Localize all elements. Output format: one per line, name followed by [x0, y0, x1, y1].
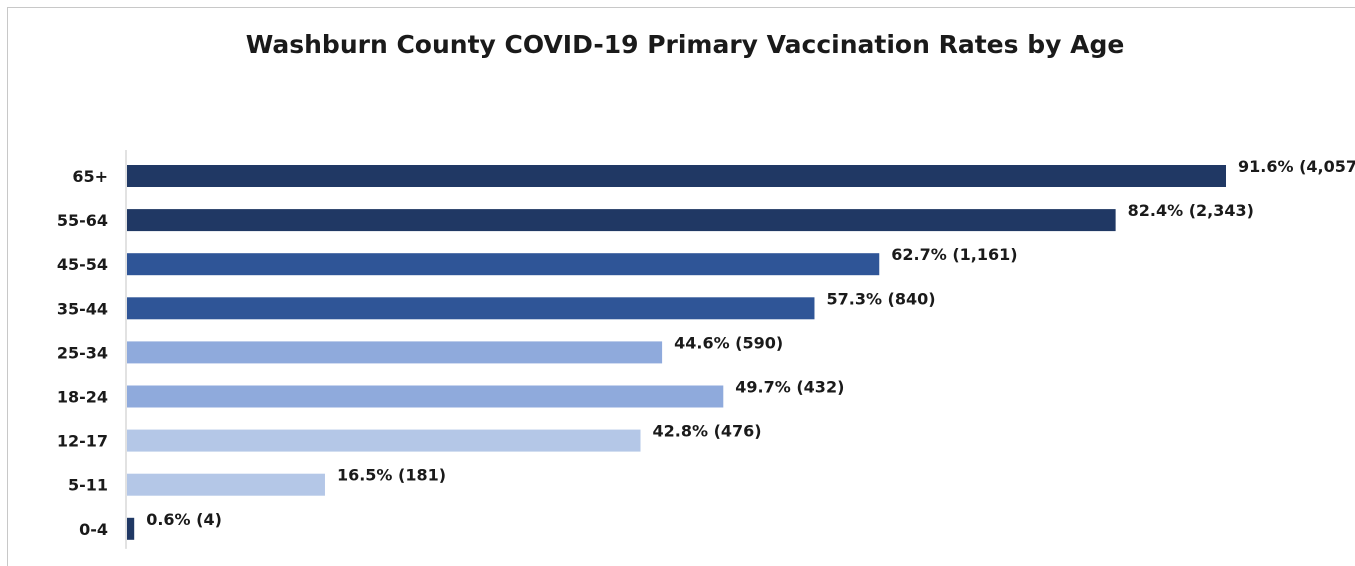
bars-layer	[127, 165, 1226, 540]
data-label: 57.3% (840)	[826, 289, 935, 308]
category-label: 0-4	[79, 520, 108, 539]
data-label: 16.5% (181)	[337, 466, 446, 485]
bar	[127, 209, 1116, 232]
data-label: 82.4% (2,343)	[1128, 201, 1254, 220]
category-label: 35-44	[57, 299, 108, 318]
category-label: 12-17	[57, 432, 108, 451]
data-label: 91.6% (4,057)	[1238, 157, 1355, 176]
data-label: 44.6% (590)	[674, 333, 783, 352]
bar	[127, 517, 135, 540]
category-label: 65+	[72, 167, 108, 186]
bar	[127, 385, 724, 408]
category-label: 45-54	[57, 255, 108, 274]
data-label: 62.7% (1,161)	[891, 245, 1017, 264]
category-label: 25-34	[57, 343, 108, 362]
category-label: 55-64	[57, 211, 108, 230]
data-label: 42.8% (476)	[653, 422, 762, 441]
category-label: 18-24	[57, 388, 108, 407]
labels-layer: 65+ 91.6% (4,057) 55-64 82.4% (2,343) 45-54 6…	[57, 157, 1355, 539]
bar	[127, 473, 325, 496]
bar	[127, 165, 1226, 187]
chart-title: Washburn County COVID-19 Primary Vaccina…	[245, 30, 1125, 59]
bar	[127, 253, 880, 276]
chart-frame	[7, 7, 1355, 566]
data-label: 0.6% (4)	[146, 510, 222, 529]
category-label: 5-11	[68, 476, 108, 495]
data-label: 49.7% (432)	[735, 378, 844, 397]
bar	[127, 429, 641, 452]
bar	[127, 297, 815, 320]
bar	[127, 341, 663, 364]
